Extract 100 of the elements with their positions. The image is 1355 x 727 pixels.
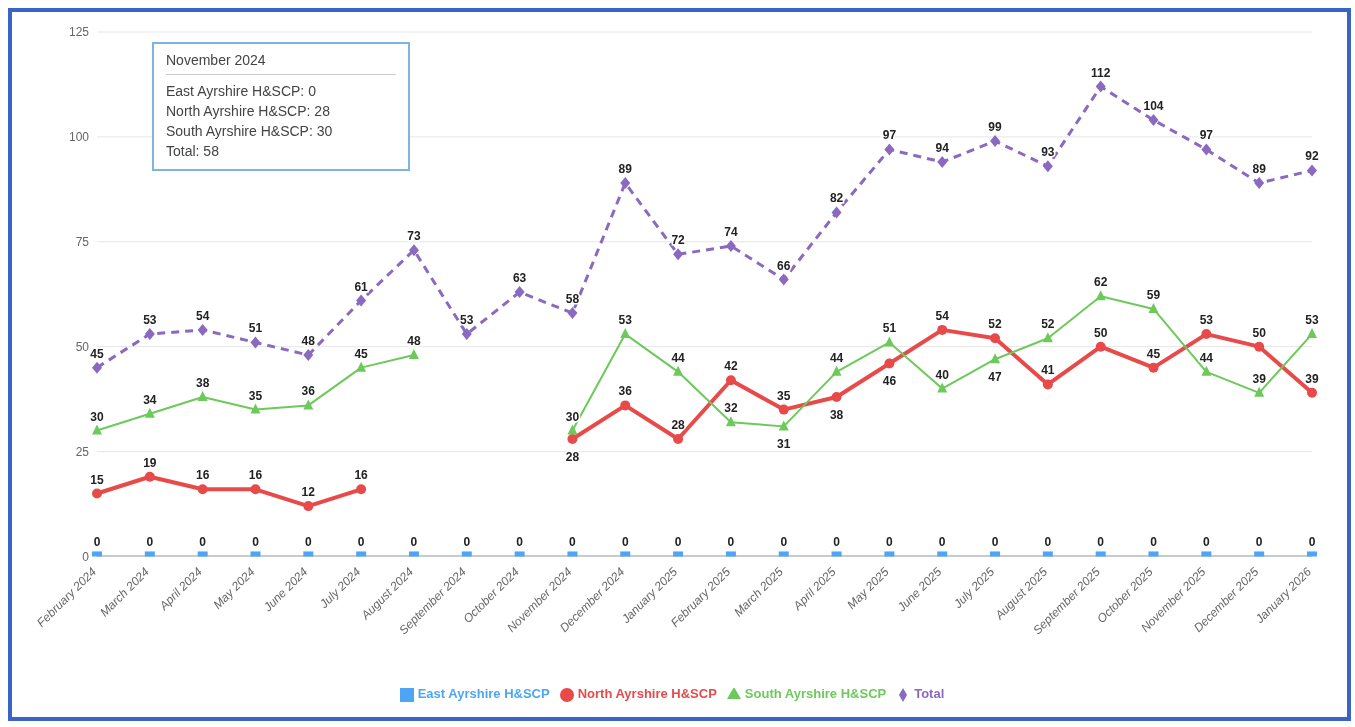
data-label: 58 <box>565 292 580 307</box>
data-label: 0 <box>727 535 735 550</box>
data-label: 0 <box>938 535 946 550</box>
data-label: 36 <box>618 384 633 399</box>
point <box>92 488 102 499</box>
point <box>1201 143 1212 156</box>
point <box>990 353 1001 364</box>
point <box>408 244 419 257</box>
point <box>1254 341 1265 352</box>
y-tick-label: 50 <box>75 339 90 354</box>
data-label: 0 <box>93 535 101 550</box>
point <box>356 361 367 372</box>
point <box>1042 379 1053 390</box>
data-label: 0 <box>780 535 788 550</box>
data-label: 45 <box>1146 346 1161 361</box>
y-tick-label: 75 <box>75 235 90 250</box>
point <box>197 323 208 336</box>
data-label: 47 <box>988 370 1003 385</box>
data-label: 0 <box>1255 535 1263 550</box>
point <box>1307 164 1317 177</box>
data-label: 97 <box>882 128 897 143</box>
data-label: 12 <box>301 485 316 500</box>
data-label: 45 <box>90 346 104 361</box>
data-label: 0 <box>674 535 682 550</box>
point <box>250 336 261 349</box>
data-label: 36 <box>301 384 316 399</box>
point <box>673 248 684 261</box>
data-label: 51 <box>882 321 897 336</box>
point <box>1254 177 1265 190</box>
data-label: 39 <box>1252 371 1267 386</box>
data-label: 93 <box>1041 145 1055 160</box>
data-label: 15 <box>90 472 104 487</box>
point <box>937 324 948 335</box>
data-label: 62 <box>1094 275 1108 290</box>
data-label: 0 <box>1150 535 1158 550</box>
data-label: 0 <box>621 535 629 550</box>
point <box>250 403 261 414</box>
data-label: 0 <box>199 535 207 550</box>
point <box>937 382 948 393</box>
point <box>1042 332 1053 343</box>
data-label: 35 <box>248 388 263 403</box>
data-label: 89 <box>1252 162 1267 177</box>
data-label: 40 <box>935 367 950 382</box>
point <box>303 501 314 512</box>
annotation: South Ayrshire H&SCP: 30 <box>166 122 334 141</box>
data-label: 32 <box>724 401 738 416</box>
data-label: 0 <box>146 535 154 550</box>
point <box>831 365 842 376</box>
point <box>461 328 472 341</box>
data-label: 99 <box>988 120 1003 135</box>
legend-label: Total <box>914 686 945 702</box>
data-label: 54 <box>195 308 210 323</box>
point <box>990 333 1001 344</box>
y-tick-label: 100 <box>68 130 90 145</box>
data-label: 0 <box>410 535 418 550</box>
data-label: 0 <box>516 535 524 550</box>
point <box>144 328 155 341</box>
data-label: 44 <box>671 350 686 365</box>
point <box>197 484 208 495</box>
point <box>884 358 895 369</box>
point <box>620 177 631 190</box>
data-label: 52 <box>1041 317 1055 332</box>
point <box>1042 160 1053 173</box>
data-label: 74 <box>724 224 738 239</box>
point <box>250 484 261 495</box>
y-tick-label: 0 <box>82 549 90 564</box>
data-label: 39 <box>1305 371 1319 386</box>
point <box>673 365 684 376</box>
data-label: 89 <box>618 162 633 177</box>
data-label: 53 <box>143 313 157 328</box>
point <box>567 424 578 435</box>
data-label: 73 <box>407 229 421 244</box>
data-label: 48 <box>407 334 421 349</box>
data-label: 30 <box>90 409 104 424</box>
point <box>356 484 367 495</box>
point <box>884 336 895 347</box>
point <box>567 307 578 320</box>
data-label: 53 <box>460 313 474 328</box>
data-label: 28 <box>565 449 580 464</box>
point <box>92 424 102 435</box>
point <box>197 391 208 402</box>
data-label: 66 <box>777 258 791 273</box>
data-label: 34 <box>143 392 157 407</box>
data-label: 0 <box>1308 535 1316 550</box>
point <box>1148 302 1159 313</box>
point <box>778 420 789 431</box>
data-label: 0 <box>357 535 365 550</box>
annotation: East Ayrshire H&SCP: 0 <box>166 82 317 101</box>
point <box>567 433 578 444</box>
data-label: 72 <box>671 233 686 248</box>
point <box>144 471 155 482</box>
data-label: 38 <box>829 408 844 423</box>
point <box>1095 80 1106 93</box>
data-label: 63 <box>512 271 527 286</box>
point <box>673 433 684 444</box>
data-label: 35 <box>777 388 791 403</box>
data-label: 31 <box>777 437 791 452</box>
data-label: 50 <box>1094 325 1108 340</box>
data-label: 0 <box>569 535 577 550</box>
legend-label: South Ayrshire H&SCP <box>744 686 887 702</box>
